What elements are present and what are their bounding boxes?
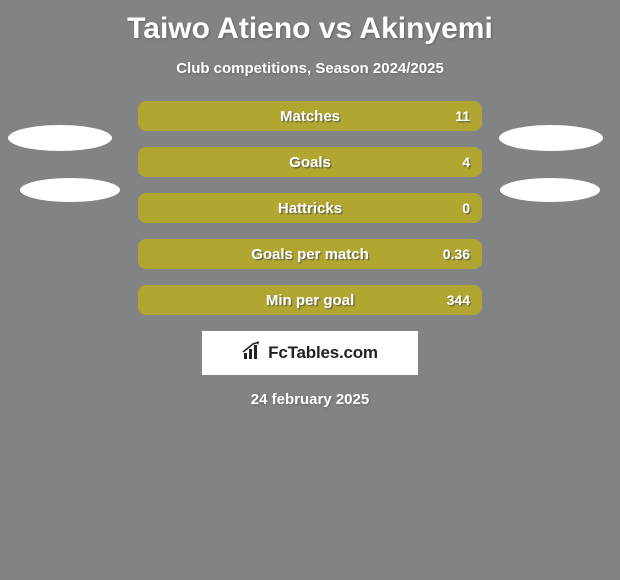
stat-bar-fill (140, 287, 480, 313)
stat-bar: Min per goal344 (138, 285, 482, 315)
stat-row: Hattricks0 (138, 193, 482, 223)
page-title: Taiwo Atieno vs Akinyemi (0, 0, 620, 46)
stat-bar: Hattricks0 (138, 193, 482, 223)
stat-bar-fill (140, 149, 480, 175)
stat-bar: Matches11 (138, 101, 482, 131)
stat-row: Matches11 (138, 101, 482, 131)
decorative-ellipse (499, 125, 603, 151)
brand-text: FcTables.com (268, 343, 378, 363)
brand-box[interactable]: FcTables.com (202, 331, 418, 375)
snapshot-date: 24 february 2025 (0, 391, 620, 408)
decorative-ellipse (20, 178, 120, 202)
stat-bar: Goals4 (138, 147, 482, 177)
stat-row: Goals per match0.36 (138, 239, 482, 269)
bar-chart-icon (242, 341, 264, 366)
decorative-ellipse (500, 178, 600, 202)
stat-bar-fill (140, 195, 480, 221)
stat-bar-fill (140, 241, 480, 267)
stat-bar: Goals per match0.36 (138, 239, 482, 269)
page-subtitle: Club competitions, Season 2024/2025 (0, 60, 620, 77)
stat-row: Min per goal344 (138, 285, 482, 315)
stat-row: Goals4 (138, 147, 482, 177)
decorative-ellipse (8, 125, 112, 151)
stat-bar-fill (140, 103, 480, 129)
